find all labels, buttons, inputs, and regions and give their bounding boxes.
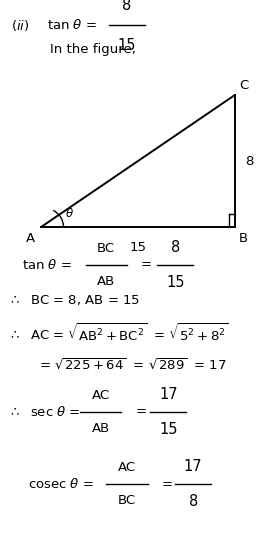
Text: 15: 15 <box>166 275 185 290</box>
Text: $\therefore$  sec $\theta$ =: $\therefore$ sec $\theta$ = <box>8 404 81 419</box>
Text: = $\sqrt{225+64}$  = $\sqrt{289}$  = 17: = $\sqrt{225+64}$ = $\sqrt{289}$ = 17 <box>39 357 226 373</box>
Text: 8: 8 <box>171 240 180 255</box>
Text: 8: 8 <box>189 494 198 510</box>
Text: 8: 8 <box>122 0 132 13</box>
Text: tan $\theta$ =: tan $\theta$ = <box>47 18 97 32</box>
Text: AC: AC <box>92 389 110 402</box>
Text: $\therefore$  BC = 8, AB = 15: $\therefore$ BC = 8, AB = 15 <box>8 292 140 306</box>
Text: =: = <box>141 258 152 272</box>
Text: 17: 17 <box>159 386 178 402</box>
Text: tan $\theta$ =: tan $\theta$ = <box>22 258 72 272</box>
Text: $\theta$: $\theta$ <box>65 207 73 220</box>
Text: 8: 8 <box>246 155 254 167</box>
Text: 17: 17 <box>184 459 203 474</box>
Text: B: B <box>238 232 248 245</box>
Text: C: C <box>240 80 249 92</box>
Text: AC: AC <box>118 461 136 474</box>
Text: In the figure,: In the figure, <box>50 43 136 56</box>
Text: BC: BC <box>118 494 136 507</box>
Text: $\therefore$  AC = $\sqrt{\mathrm{AB}^2 + \mathrm{BC}^2}$  = $\sqrt{5^2 + 8^2}$: $\therefore$ AC = $\sqrt{\mathrm{AB}^2 +… <box>8 323 229 344</box>
Text: AB: AB <box>92 422 110 435</box>
Text: BC: BC <box>97 242 115 255</box>
Text: 15: 15 <box>129 241 147 254</box>
Text: 15: 15 <box>159 422 178 437</box>
Text: $(ii)$: $(ii)$ <box>11 18 30 32</box>
Text: A: A <box>26 232 35 245</box>
Text: =: = <box>135 405 146 418</box>
Text: cosec $\theta$ =: cosec $\theta$ = <box>28 477 94 492</box>
Text: 15: 15 <box>118 38 136 53</box>
Text: =: = <box>161 478 172 491</box>
Text: AB: AB <box>97 275 115 288</box>
